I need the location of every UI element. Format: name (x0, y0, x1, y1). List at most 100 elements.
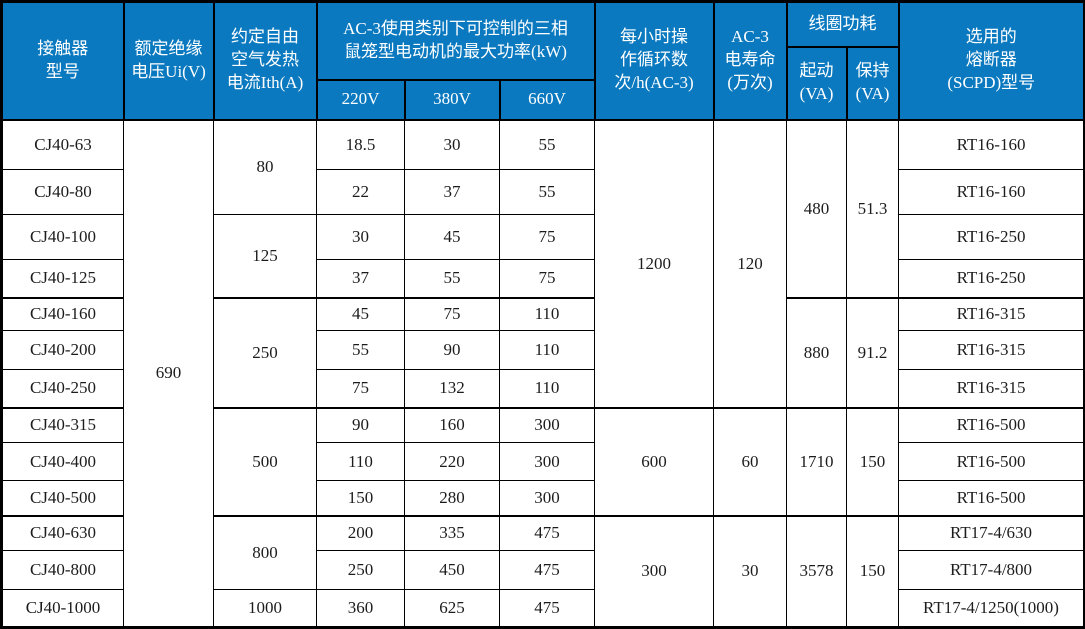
header-coil-power-group: 线圈功耗 (785, 0, 900, 48)
fuse-cell: RT16-160 (898, 169, 1085, 215)
power-220-cell: 55 (316, 330, 405, 370)
cycles-cell: 1200 (594, 119, 715, 408)
table-row: CJ40-160 250 45 75 110 880 91.2 RT16-315 (1, 296, 1085, 408)
table-header: 接触器 型号 额定绝缘 电压Ui(V) 约定自由 空气发热 电流Ith(A) A… (0, 0, 1085, 121)
electrical-life-cell: 60 (713, 406, 788, 516)
power-660-cell: 110 (498, 296, 596, 331)
table-row: CJ40-500 150 280 300 RT16-500 (1, 480, 1085, 517)
model-cell: CJ40-80 (1, 169, 124, 215)
header-model: 接触器 型号 (0, 0, 125, 121)
model-cell: CJ40-315 (1, 406, 124, 443)
fuse-cell: RT16-500 (898, 442, 1085, 481)
coil-hold-cell: 51.3 (846, 119, 900, 298)
power-660-cell: 300 (498, 406, 596, 443)
power-220-cell: 30 (316, 214, 405, 260)
electrical-life-cell: 30 (713, 514, 788, 628)
power-220-cell: 75 (316, 369, 405, 409)
fuse-cell: RT16-250 (898, 259, 1085, 299)
power-660-cell: 75 (498, 214, 596, 260)
fuse-cell: RT16-315 (898, 369, 1085, 409)
model-cell: CJ40-100 (1, 214, 124, 260)
thermal-current-cell: 80 (213, 119, 317, 215)
fuse-cell: RT16-500 (898, 480, 1085, 517)
fuse-cell: RT16-160 (898, 119, 1085, 170)
power-380-cell: 220 (404, 442, 500, 481)
power-220-cell: 360 (316, 589, 405, 628)
model-cell: CJ40-63 (1, 119, 124, 170)
header-660v: 660V (498, 78, 596, 121)
table-row: CJ40-800 250 450 475 RT17-4/800 (1, 550, 1085, 590)
power-660-cell: 110 (498, 330, 596, 370)
thermal-current-cell: 1000 (213, 589, 317, 628)
table-row: CJ40-630 800 200 335 475 300 30 3578 150… (1, 514, 1085, 628)
power-380-cell: 335 (404, 514, 500, 551)
table-row: CJ40-125 37 55 75 RT16-250 (1, 259, 1085, 299)
electrical-life-cell: 120 (713, 119, 788, 408)
power-220-cell: 18.5 (316, 119, 405, 170)
power-380-cell: 55 (404, 259, 500, 299)
model-cell: CJ40-250 (1, 369, 124, 409)
model-cell: CJ40-1000 (1, 589, 124, 628)
power-660-cell: 55 (498, 169, 596, 215)
fuse-cell: RT16-250 (898, 214, 1085, 260)
table-body: CJ40-63 690 80 18.5 30 55 1200 120 480 5… (1, 119, 1085, 628)
header-380v: 380V (403, 78, 501, 121)
power-380-cell: 132 (404, 369, 500, 409)
coil-start-cell: 3578 (786, 514, 848, 628)
power-380-cell: 90 (404, 330, 500, 370)
thermal-current-cell: 250 (213, 296, 317, 408)
fuse-cell: RT17-4/800 (898, 550, 1085, 590)
table-row: CJ40-80 22 37 55 RT16-160 (1, 169, 1085, 215)
power-380-cell: 625 (404, 589, 500, 628)
cycles-cell: 300 (594, 514, 715, 628)
cycles-cell: 600 (594, 406, 715, 516)
power-380-cell: 75 (404, 296, 500, 331)
coil-hold-cell: 150 (846, 514, 900, 628)
power-220-cell: 37 (316, 259, 405, 299)
table-row: CJ40-315 500 90 160 300 600 60 1710 150 … (1, 406, 1085, 516)
model-cell: CJ40-125 (1, 259, 124, 299)
thermal-current-cell: 500 (213, 406, 317, 516)
power-220-cell: 45 (316, 296, 405, 331)
power-220-cell: 110 (316, 442, 405, 481)
power-220-cell: 200 (316, 514, 405, 551)
table-row: CJ40-200 55 90 110 RT16-315 (1, 330, 1085, 370)
power-380-cell: 45 (404, 214, 500, 260)
power-380-cell: 30 (404, 119, 500, 170)
table-row: CJ40-250 75 132 110 RT16-315 (1, 369, 1085, 409)
header-fuse: 选用的 熔断器 (SCPD)型号 (897, 0, 1085, 121)
power-660-cell: 475 (498, 550, 596, 590)
coil-start-cell: 1710 (786, 406, 848, 516)
insulation-voltage-cell: 690 (123, 119, 214, 628)
header-power-group: AC-3使用类别下可控制的三相 鼠笼型电动机的最大功率(kW) (315, 0, 596, 81)
power-660-cell: 300 (498, 442, 596, 481)
coil-start-cell: 480 (786, 119, 848, 298)
power-380-cell: 280 (404, 480, 500, 517)
model-cell: CJ40-160 (1, 296, 124, 331)
model-cell: CJ40-630 (1, 514, 124, 551)
power-660-cell: 110 (498, 369, 596, 409)
power-380-cell: 450 (404, 550, 500, 590)
fuse-cell: RT17-4/630 (898, 514, 1085, 551)
header-electrical-life: AC-3 电寿命 (万次) (712, 0, 788, 121)
table-row: CJ40-400 110 220 300 RT16-500 (1, 442, 1085, 481)
thermal-current-cell: 800 (213, 514, 317, 590)
header-coil-hold: 保持 (VA) (845, 45, 900, 121)
table-row: CJ40-63 690 80 18.5 30 55 1200 120 480 5… (1, 119, 1085, 628)
power-660-cell: 75 (498, 259, 596, 299)
header-insulation-voltage: 额定绝缘 电压Ui(V) (122, 0, 215, 121)
model-cell: CJ40-500 (1, 480, 124, 517)
header-thermal-current: 约定自由 空气发热 电流Ith(A) (212, 0, 318, 121)
power-660-cell: 475 (498, 514, 596, 551)
model-cell: CJ40-200 (1, 330, 124, 370)
coil-hold-cell: 150 (846, 406, 900, 516)
power-220-cell: 150 (316, 480, 405, 517)
fuse-cell: RT17-4/1250(1000) (898, 589, 1085, 628)
model-cell: CJ40-800 (1, 550, 124, 590)
power-220-cell: 90 (316, 406, 405, 443)
power-660-cell: 55 (498, 119, 596, 170)
power-380-cell: 37 (404, 169, 500, 215)
table-row: CJ40-1000 1000 360 625 475 RT17-4/1250(1… (1, 589, 1085, 628)
